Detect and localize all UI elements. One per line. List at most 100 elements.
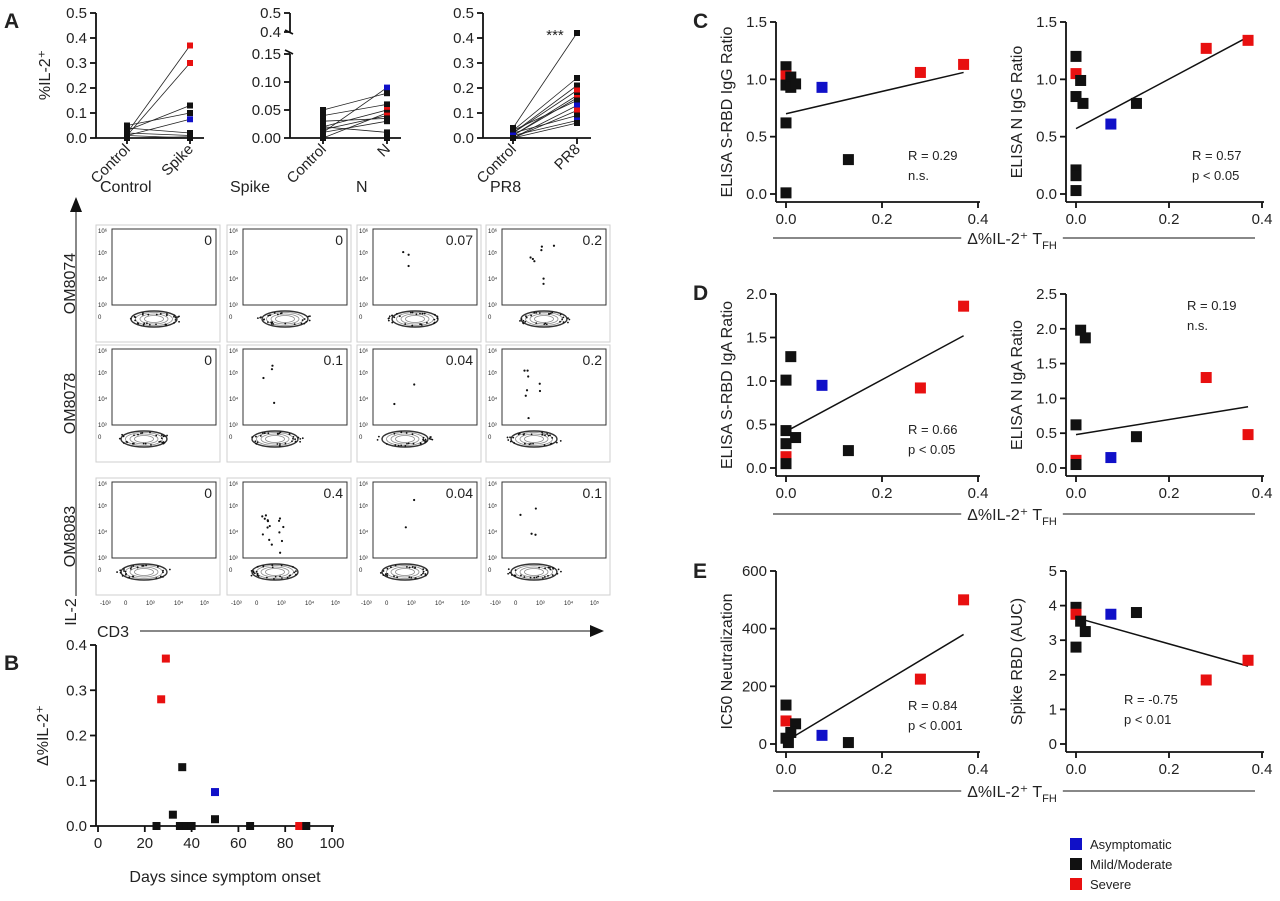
facs-density-contour [510, 563, 558, 581]
facs-event-dot [537, 575, 540, 578]
facs-event-dot [160, 437, 163, 440]
data-point [1079, 332, 1091, 344]
y-tick-label: 3 [1049, 632, 1057, 649]
facs-y-tick-label: 0 [229, 315, 233, 321]
facs-event-dot [376, 438, 379, 441]
facs-event-dot [142, 323, 145, 326]
facs-plot: 0.04 10⁶ 10⁵ 10⁴ 10³ 0 -10³ 0 10³ 10⁴ 10⁵ [356, 477, 482, 607]
facs-event-dot [385, 573, 387, 576]
facs-event-dot [428, 437, 431, 440]
facs-event-dot [159, 313, 162, 315]
y-tick-label: 0.0 [1036, 460, 1057, 477]
y-tick-label: 0.0 [453, 130, 474, 147]
y-tick-label: 1.0 [746, 373, 767, 390]
paired-point [384, 118, 390, 125]
facs-event-dot [162, 569, 164, 572]
facs-plot-frame [226, 344, 352, 463]
facs-event-dot [119, 571, 122, 574]
facs-plot-frame [356, 344, 482, 463]
stat-r: R = 0.84 [908, 698, 958, 713]
facs-gated-event [534, 533, 537, 536]
facs-event-dot [134, 319, 137, 322]
cd3-axis-arrowhead [590, 625, 604, 637]
x-tick-label: 0.4 [1252, 211, 1273, 228]
facs-event-dot [420, 574, 423, 576]
facs-event-dot [419, 312, 421, 315]
facs-density-contour [381, 563, 429, 581]
y-tick-label: 0.4 [453, 30, 474, 47]
paired-point [574, 30, 580, 36]
facs-event-dot [396, 312, 398, 315]
facs-density-contour [396, 312, 434, 326]
facs-event-dot [141, 432, 144, 434]
facs-x-tick-label: 10⁴ [305, 600, 315, 607]
paired-line [322, 109, 388, 128]
facs-gated-event [280, 539, 284, 543]
facs-y-tick-label: 10³ [359, 303, 368, 309]
y-tick-label: 200 [742, 678, 767, 695]
legend-swatch-asymptomatic [1070, 838, 1082, 850]
facs-event-dot [265, 576, 268, 579]
data-point [1130, 97, 1142, 109]
facs-event-dot [262, 564, 265, 567]
facs-event-dot [146, 322, 148, 325]
facs-y-tick-label: 0 [229, 435, 233, 441]
facs-gate-value: 0.04 [446, 485, 473, 501]
data-point [780, 458, 792, 470]
x-tick-label: 0 [94, 835, 102, 852]
shared-x-axis-label: Δ%IL-2⁺ TFH [967, 231, 1057, 252]
facs-plot: 0.1 10⁶ 10⁵ 10⁴ 10³ 0 -10³ 0 10³ 10⁴ 10⁵ [485, 477, 611, 607]
facs-y-tick-label: 10⁴ [488, 529, 498, 536]
facs-density-contour [275, 315, 295, 323]
facs-density-contour [134, 568, 154, 576]
facs-event-dot [404, 445, 407, 447]
facs-y-tick-label: 10⁶ [229, 481, 239, 488]
facs-x-tick-label: -10³ [490, 601, 501, 607]
shared-x-axis-label: Δ%IL-2⁺ TFH [967, 507, 1057, 528]
y-tick-label: 1.5 [746, 14, 767, 31]
facs-y-tick-label: 0 [98, 315, 102, 321]
data-point [914, 382, 926, 394]
y-tick-label: 0.2 [66, 728, 87, 745]
facs-event-dot [128, 576, 131, 579]
facs-plot-frame [226, 477, 352, 596]
facs-gated-event [540, 245, 543, 248]
x-tick-label: 0.4 [1252, 761, 1273, 778]
facs-gated-event [266, 526, 269, 529]
facs-plot: 0.2 10⁶ 10⁵ 10⁴ 10³ 0 [485, 344, 611, 463]
paired-point [320, 135, 326, 141]
facs-event-dot [161, 441, 164, 444]
facs-event-dot [269, 314, 272, 317]
facs-event-dot [528, 443, 531, 446]
paired-point [124, 132, 130, 139]
facs-event-dot [377, 435, 380, 438]
facs-event-dot [301, 437, 304, 440]
facs-event-dot [263, 432, 266, 435]
facs-event-dot [433, 318, 436, 321]
y-tick-label: 0.5 [260, 5, 281, 22]
facs-event-dot [546, 432, 548, 435]
legend-label-severe: Severe [1090, 877, 1131, 892]
paired-line [512, 115, 578, 134]
panel-a: A %IL-2⁺ 0.0 0.1 0.2 0.3 0.4 0.5 Control Spike 0.0… [4, 5, 591, 187]
facs-event-dot [509, 436, 511, 439]
paired-line [126, 105, 191, 131]
facs-event-dot [533, 311, 536, 314]
facs-event-dot [129, 567, 132, 570]
x-tick-label: PR8 [551, 141, 584, 174]
facs-event-dot [119, 569, 122, 572]
facs-event-dot [159, 575, 162, 578]
facs-gate [501, 228, 607, 306]
facs-event-dot [255, 570, 258, 573]
data-point [1070, 608, 1082, 620]
facs-x-tick-label: 10³ [407, 601, 416, 607]
facs-event-dot [530, 433, 533, 436]
facs-event-dot [425, 440, 428, 442]
facs-event-dot [414, 577, 417, 580]
facs-y-tick-label: 0 [359, 435, 363, 441]
data-point [842, 737, 854, 749]
facs-event-dot [436, 315, 439, 318]
y-tick-label: 0.5 [1036, 129, 1057, 146]
facs-gate-value: 0.4 [324, 485, 344, 501]
facs-event-dot [279, 575, 281, 578]
